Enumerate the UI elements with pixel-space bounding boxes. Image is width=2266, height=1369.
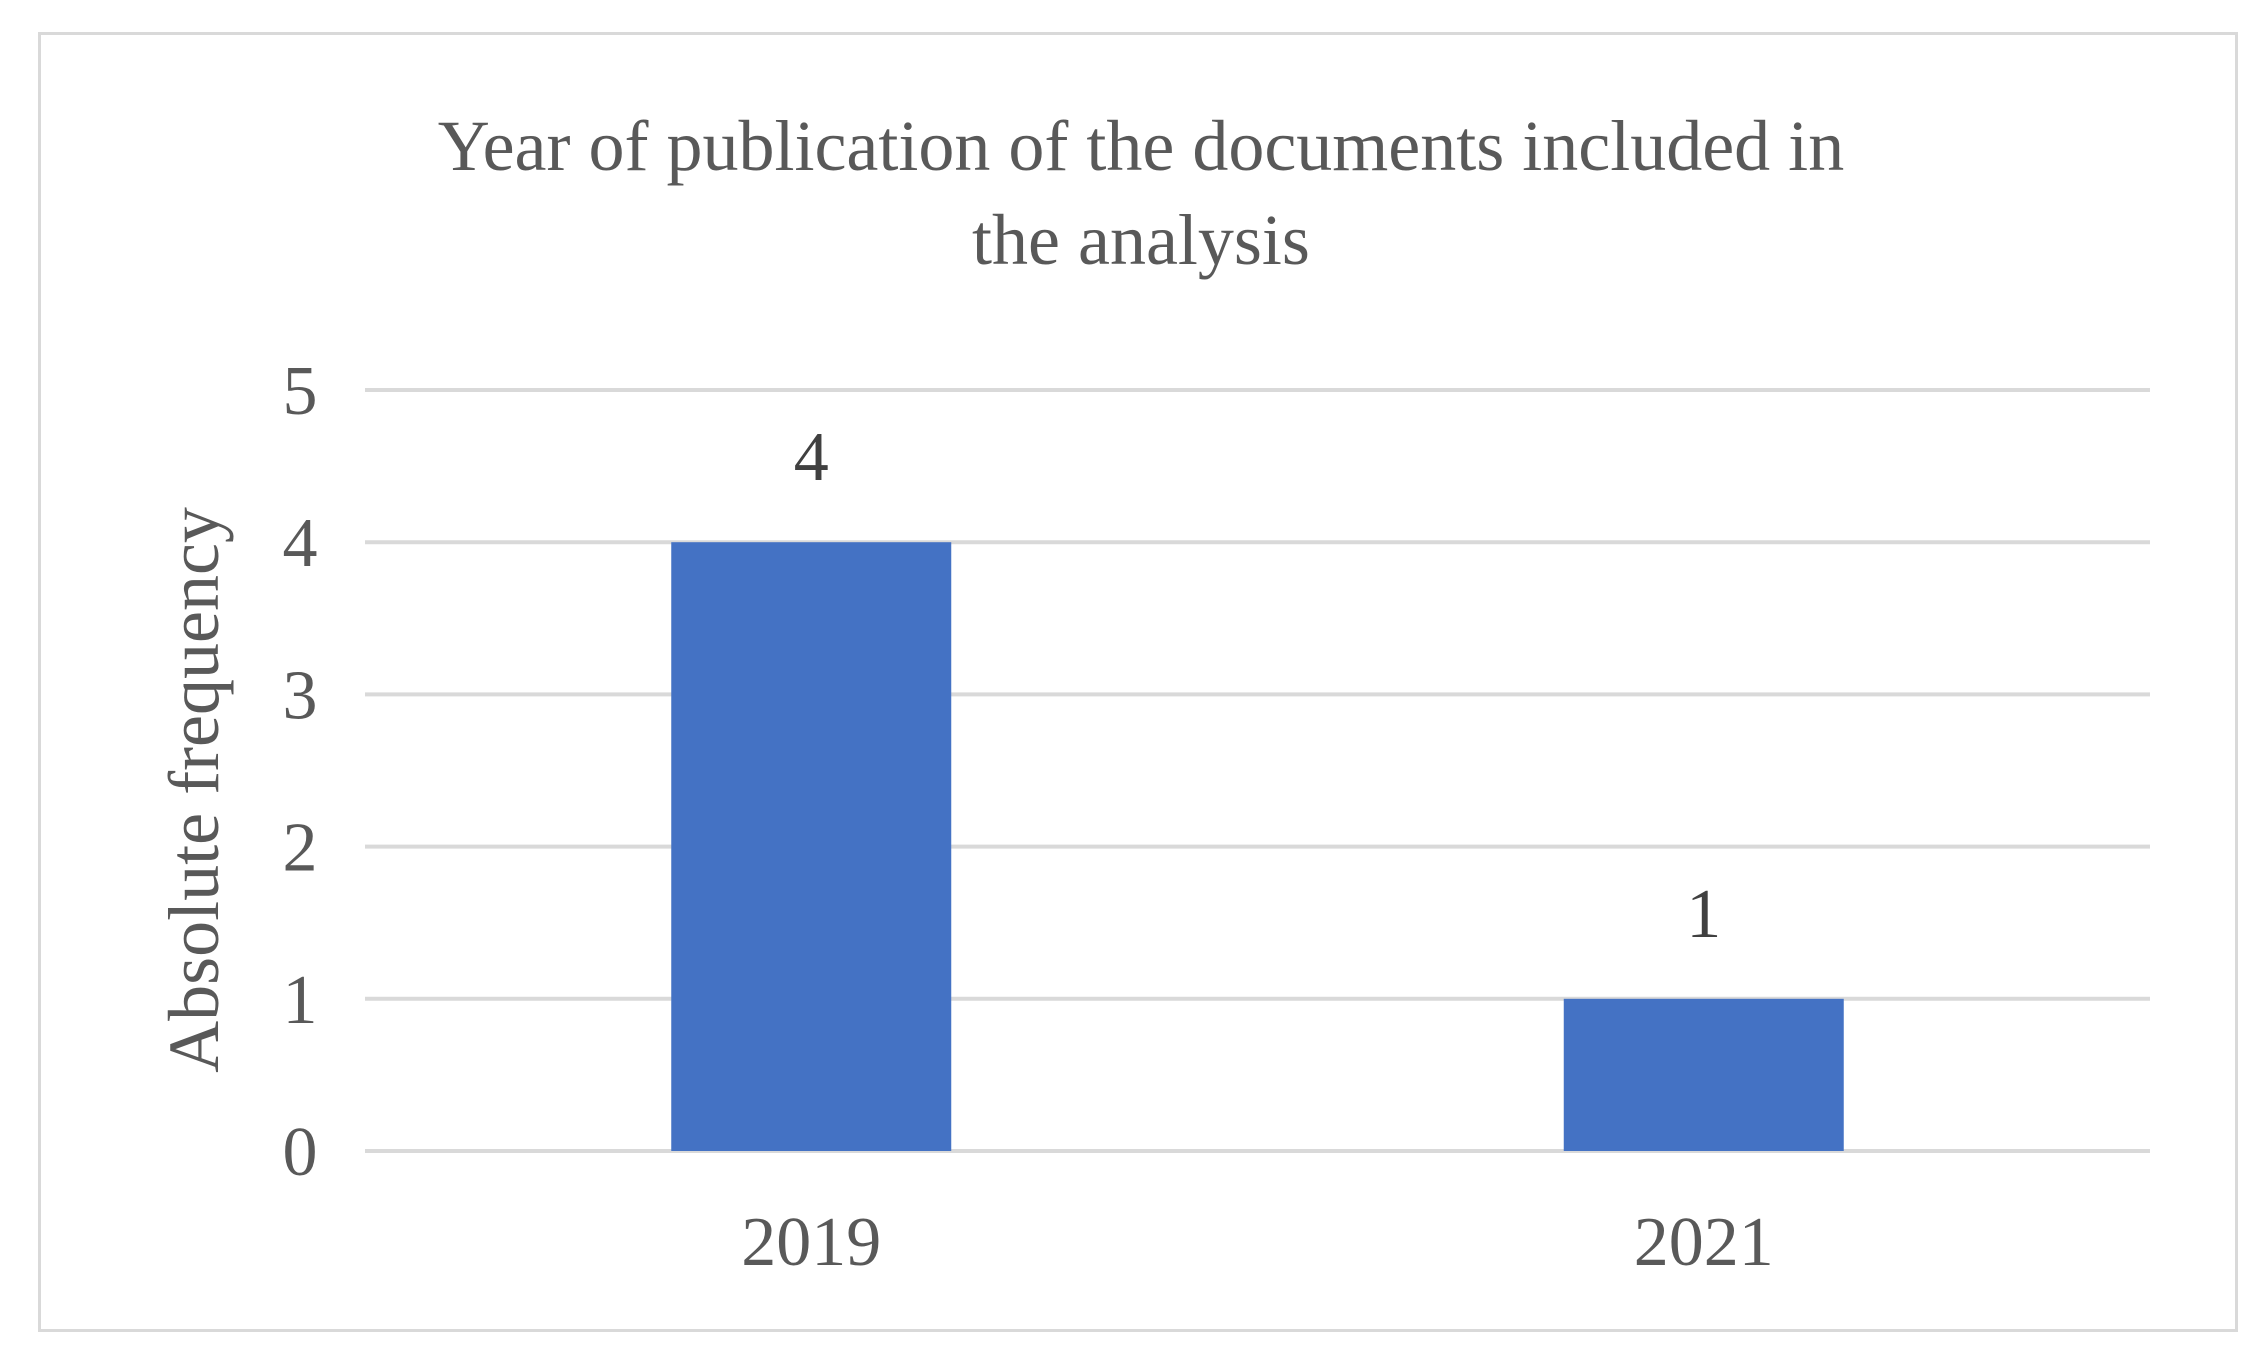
y-tick-label: 4 xyxy=(283,505,318,582)
y-tick-label: 3 xyxy=(283,657,318,734)
gridlines xyxy=(365,388,2150,1153)
bars xyxy=(671,542,1844,1151)
y-tick-label: 2 xyxy=(283,810,318,887)
y-axis-label: Absolute frequency xyxy=(154,507,234,1073)
bar xyxy=(1563,998,1844,1151)
y-tick-label: 0 xyxy=(283,1114,318,1191)
y-tick-label: 5 xyxy=(283,353,318,430)
x-tick-labels: 2019 2021 xyxy=(741,1204,1774,1281)
x-tick-label: 2021 xyxy=(1634,1204,1774,1281)
y-tick-labels: 0 1 2 3 4 5 xyxy=(283,353,318,1191)
bar xyxy=(671,542,952,1151)
chart-title-line-1: Year of publication of the documents inc… xyxy=(438,106,1844,186)
data-label: 4 xyxy=(794,419,829,496)
y-tick-label: 1 xyxy=(283,962,318,1039)
chart-title-line-2: the analysis xyxy=(972,200,1310,280)
chart-frame xyxy=(38,32,2238,1332)
data-labels: 41 xyxy=(794,419,1722,953)
x-tick-label: 2019 xyxy=(741,1204,881,1281)
data-label: 1 xyxy=(1686,876,1721,953)
